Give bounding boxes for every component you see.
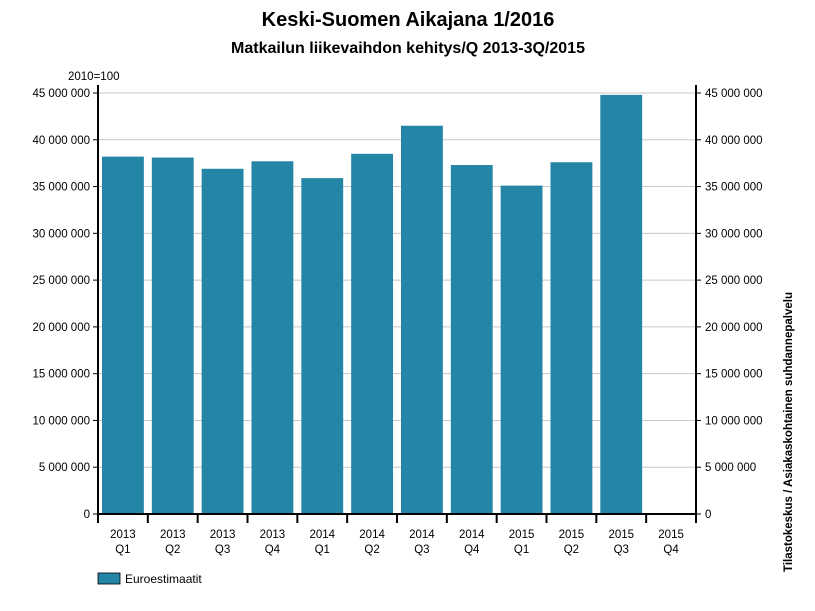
y-tick-label-right: 0 bbox=[705, 509, 711, 521]
y-tick-label-left: 40 000 000 bbox=[32, 135, 90, 147]
x-tick-label-quarter: Q1 bbox=[514, 544, 529, 556]
x-tick-label-quarter: Q3 bbox=[414, 544, 429, 556]
x-tick-label-year: 2014 bbox=[409, 529, 435, 541]
x-tick-label-quarter: Q4 bbox=[464, 544, 480, 556]
x-tick-label-year: 2014 bbox=[459, 529, 485, 541]
x-tick-label-year: 2015 bbox=[658, 529, 684, 541]
bar bbox=[151, 157, 194, 514]
x-axis-labels: 2013 Q1 2013 Q2 2013 Q3 2013 Q4 2014 Q1 2014 Q2 2014… bbox=[110, 529, 684, 556]
source-label: Tilastokeskus / Asiakaskohtainen suhdann… bbox=[783, 292, 795, 572]
y-tick-label-right: 35 000 000 bbox=[705, 182, 763, 194]
bar bbox=[450, 165, 493, 514]
y-tick-label-right: 15 000 000 bbox=[705, 369, 763, 381]
bar bbox=[400, 125, 443, 514]
bar bbox=[351, 153, 394, 515]
x-tick-label-year: 2015 bbox=[559, 529, 585, 541]
bar bbox=[550, 162, 593, 514]
axes bbox=[93, 85, 701, 523]
x-tick-label-quarter: Q4 bbox=[265, 544, 281, 556]
y-axis-left-labels: 0 5 000 000 10 000 000 15 000 000 20 000 000… bbox=[32, 88, 90, 521]
bar bbox=[101, 156, 144, 514]
grid-lines bbox=[98, 92, 696, 468]
y-tick-label-left: 5 000 000 bbox=[39, 462, 90, 474]
chart-subtitle: Matkailun liikevaihdon kehitys/Q 2013-3Q… bbox=[231, 40, 585, 57]
x-tick-label-quarter: Q2 bbox=[364, 544, 379, 556]
y-tick-label-right: 30 000 000 bbox=[705, 228, 763, 240]
y-tick-label-left: 25 000 000 bbox=[32, 275, 90, 287]
y-tick-label-left: 20 000 000 bbox=[32, 322, 90, 334]
bar bbox=[600, 94, 643, 515]
y-tick-label-left: 10 000 000 bbox=[32, 415, 90, 427]
x-tick-label-quarter: Q2 bbox=[165, 544, 180, 556]
bar bbox=[201, 168, 244, 514]
bar bbox=[500, 185, 543, 514]
y-tick-label-left: 15 000 000 bbox=[32, 369, 90, 381]
x-tick-label-year: 2015 bbox=[509, 529, 535, 541]
y-tick-label-left: 0 bbox=[84, 509, 90, 521]
x-tick-label-year: 2013 bbox=[260, 529, 286, 541]
y-tick-label-left: 35 000 000 bbox=[32, 182, 90, 194]
x-tick-label-quarter: Q1 bbox=[115, 544, 130, 556]
x-tick-label-quarter: Q2 bbox=[564, 544, 579, 556]
chart-title: Keski-Suomen Aikajana 1/2016 bbox=[262, 9, 555, 31]
y-tick-label-right: 40 000 000 bbox=[705, 135, 763, 147]
x-tick-label-quarter: Q3 bbox=[215, 544, 230, 556]
y-tick-label-right: 20 000 000 bbox=[705, 322, 763, 334]
y-tick-label-left: 30 000 000 bbox=[32, 228, 90, 240]
legend: Euroestimaatit bbox=[97, 572, 202, 586]
x-tick-label-year: 2013 bbox=[210, 529, 236, 541]
x-tick-label-year: 2013 bbox=[110, 529, 136, 541]
index-note: 2010=100 bbox=[68, 71, 120, 83]
x-tick-label-year: 2014 bbox=[309, 529, 335, 541]
y-tick-label-right: 5 000 000 bbox=[705, 462, 756, 474]
x-tick-label-year: 2013 bbox=[160, 529, 186, 541]
y-tick-label-right: 10 000 000 bbox=[705, 415, 763, 427]
y-tick-label-right: 25 000 000 bbox=[705, 275, 763, 287]
y-tick-label-right: 45 000 000 bbox=[705, 88, 763, 100]
x-tick-label-year: 2014 bbox=[359, 529, 385, 541]
bars bbox=[101, 94, 643, 515]
x-tick-label-quarter: Q3 bbox=[614, 544, 629, 556]
x-tick-label-quarter: Q1 bbox=[315, 544, 330, 556]
x-tick-label-year: 2015 bbox=[608, 529, 634, 541]
x-tick-label-quarter: Q4 bbox=[663, 544, 679, 556]
legend-swatch bbox=[97, 572, 121, 585]
bar bbox=[251, 161, 294, 514]
bar bbox=[301, 178, 344, 514]
y-axis-right-labels: 0 5 000 000 10 000 000 15 000 000 20 000 000… bbox=[705, 88, 763, 521]
legend-label: Euroestimaatit bbox=[125, 572, 202, 586]
y-tick-label-left: 45 000 000 bbox=[32, 88, 90, 100]
